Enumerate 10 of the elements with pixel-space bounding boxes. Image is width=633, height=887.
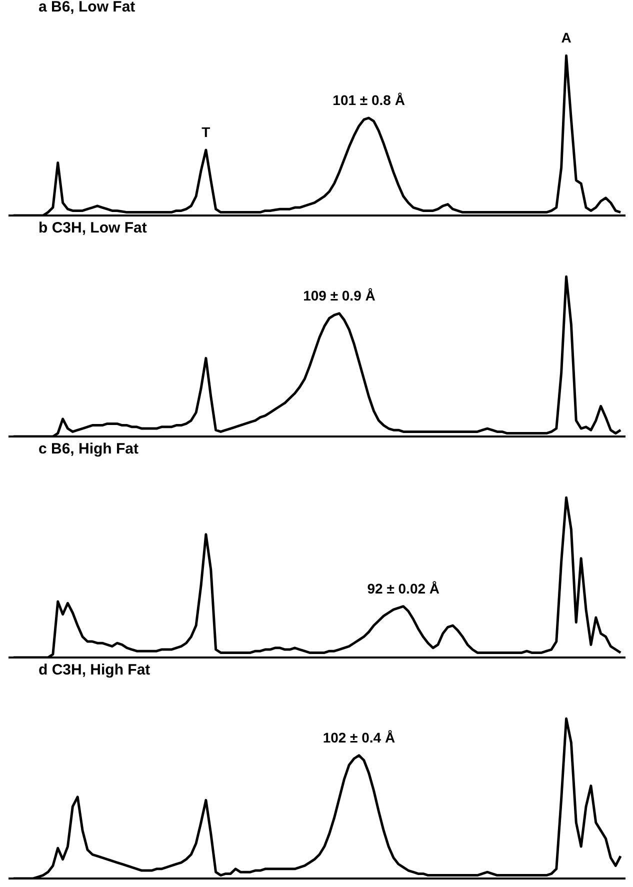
chart-title: c B6, High Fat: [38, 440, 139, 458]
chart-title: d C3H, High Fat: [38, 662, 150, 678]
annotation: 109 ± 0.9 Å: [303, 287, 376, 304]
annotation: T: [202, 124, 211, 140]
chart-title: a B6, Low Fat: [38, 0, 136, 16]
annotation: 101 ± 0.8 Å: [332, 92, 405, 108]
annotation: 102 ± 0.4 Å: [322, 729, 396, 746]
annotation: A: [561, 30, 572, 46]
chart-title: b C3H, Low Fat: [38, 220, 147, 236]
annotation: 92 ± 0.02 Å: [367, 580, 440, 596]
